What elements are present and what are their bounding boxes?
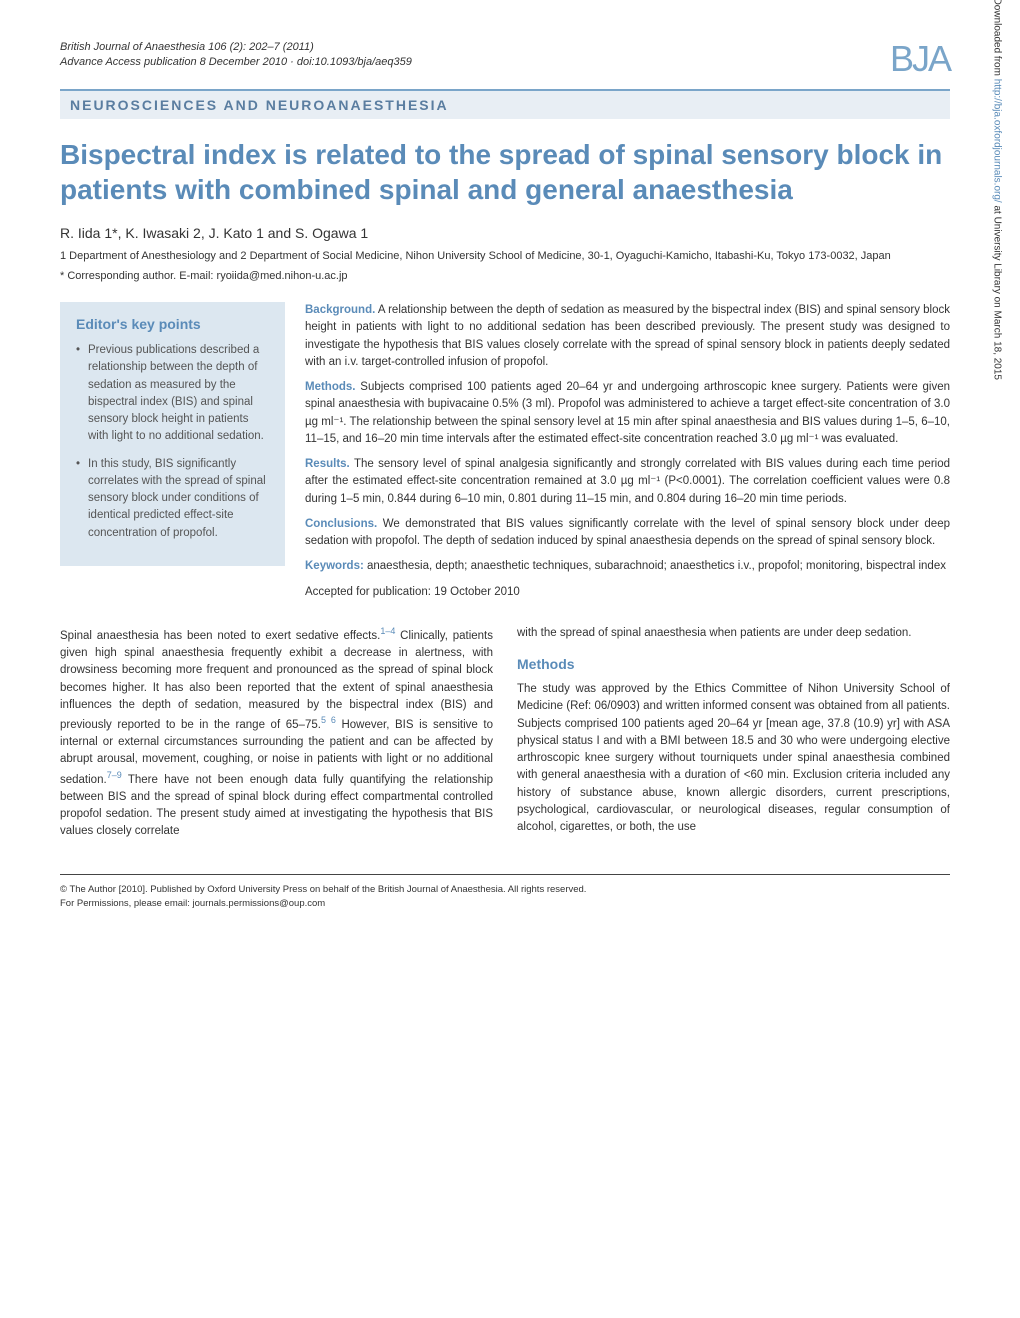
key-points-title: Editor's key points bbox=[76, 316, 269, 332]
abstract-results: Results. The sensory level of spinal ana… bbox=[305, 456, 950, 508]
key-points-list: Previous publications described a relati… bbox=[76, 342, 269, 542]
reference-link[interactable]: 7–9 bbox=[107, 770, 122, 780]
abstract-label: Background. bbox=[305, 304, 375, 316]
authors: R. Iida 1*, K. Iwasaki 2, J. Kato 1 and … bbox=[60, 225, 950, 241]
affiliations: 1 Department of Anesthesiology and 2 Dep… bbox=[60, 249, 950, 264]
abstract-label: Methods. bbox=[305, 381, 355, 393]
abstract-label: Conclusions. bbox=[305, 518, 377, 530]
abstract-column: Background. A relationship between the d… bbox=[305, 302, 950, 601]
abstract-text: anaesthesia, depth; anaesthetic techniqu… bbox=[364, 560, 946, 572]
abstract-text: Subjects comprised 100 patients aged 20–… bbox=[305, 381, 950, 445]
abstract-background: Background. A relationship between the d… bbox=[305, 302, 950, 371]
accepted-date: Accepted for publication: 19 October 201… bbox=[305, 584, 950, 601]
permissions-line: For Permissions, please email: journals.… bbox=[60, 897, 950, 910]
editors-key-points-box: Editor's key points Previous publication… bbox=[60, 302, 285, 566]
footer: © The Author [2010]. Published by Oxford… bbox=[60, 874, 950, 910]
methods-heading: Methods bbox=[517, 654, 950, 675]
key-point-item: In this study, BIS significantly correla… bbox=[76, 456, 269, 542]
abstract-keywords: Keywords: anaesthesia, depth; anaestheti… bbox=[305, 558, 950, 575]
abstract-text: We demonstrated that BIS values signific… bbox=[305, 518, 950, 547]
section-banner: NEUROSCIENCES AND NEUROANAESTHESIA bbox=[60, 89, 950, 119]
download-source-link[interactable]: http://bja.oxfordjournals.org/ bbox=[991, 79, 1002, 203]
corresponding-author: * Corresponding author. E-mail: ryoiida@… bbox=[60, 270, 950, 282]
abstract-text: A relationship between the depth of seda… bbox=[305, 304, 950, 368]
download-attribution: Downloaded from http://bja.oxfordjournal… bbox=[991, 0, 1002, 380]
abstract-label: Results. bbox=[305, 458, 350, 470]
abstract-methods: Methods. Subjects comprised 100 patients… bbox=[305, 379, 950, 448]
journal-logo: BJA bbox=[890, 38, 950, 80]
reference-link[interactable]: 5 6 bbox=[321, 715, 336, 725]
abstract-label: Keywords: bbox=[305, 560, 364, 572]
journal-meta: British Journal of Anaesthesia 106 (2): … bbox=[60, 40, 950, 71]
body-column-left: Spinal anaesthesia has been noted to exe… bbox=[60, 625, 493, 850]
reference-link[interactable]: 1–4 bbox=[380, 626, 395, 636]
body-paragraph: with the spread of spinal anaesthesia wh… bbox=[517, 625, 950, 642]
body-text-columns: Spinal anaesthesia has been noted to exe… bbox=[60, 625, 950, 850]
body-paragraph: The study was approved by the Ethics Com… bbox=[517, 681, 950, 836]
abstract-conclusions: Conclusions. We demonstrated that BIS va… bbox=[305, 516, 950, 551]
key-point-item: Previous publications described a relati… bbox=[76, 342, 269, 446]
article-title: Bispectral index is related to the sprea… bbox=[60, 137, 950, 207]
copyright-line: © The Author [2010]. Published by Oxford… bbox=[60, 883, 950, 896]
journal-citation: British Journal of Anaesthesia 106 (2): … bbox=[60, 40, 950, 55]
journal-doi: Advance Access publication 8 December 20… bbox=[60, 55, 950, 70]
abstract-text: The sensory level of spinal analgesia si… bbox=[305, 458, 950, 505]
body-column-right: with the spread of spinal anaesthesia wh… bbox=[517, 625, 950, 850]
body-paragraph: Spinal anaesthesia has been noted to exe… bbox=[60, 625, 493, 840]
